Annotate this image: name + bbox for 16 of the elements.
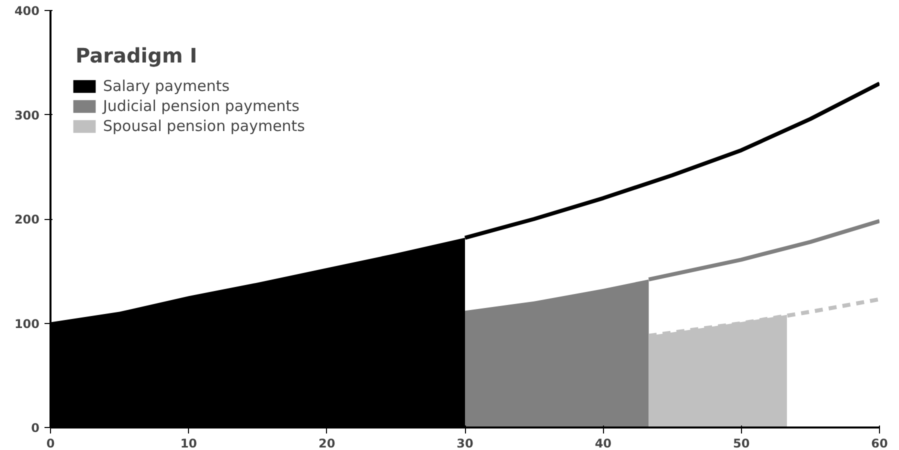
x-tick-label: 50 xyxy=(732,436,750,450)
legend-label: Spousal pension payments xyxy=(103,117,305,135)
legend-label: Judicial pension payments xyxy=(103,97,300,115)
x-tick-label: 40 xyxy=(594,436,612,450)
y-tick-label: 300 xyxy=(14,108,40,122)
x-tick-label: 0 xyxy=(46,436,55,450)
text: Paradigm I xyxy=(76,44,198,68)
x-tick-label: 60 xyxy=(871,436,888,450)
y-tick-label: 200 xyxy=(14,212,40,226)
x-tick-label: 10 xyxy=(180,436,198,450)
y-tick-label: 0 xyxy=(31,421,40,435)
x-tick-label: 20 xyxy=(318,436,336,450)
y-tick-label: 400 xyxy=(14,4,40,18)
y-tick-label: 100 xyxy=(14,316,40,331)
x-tick-label: 30 xyxy=(456,436,474,450)
legend-label: Salary payments xyxy=(103,77,230,95)
